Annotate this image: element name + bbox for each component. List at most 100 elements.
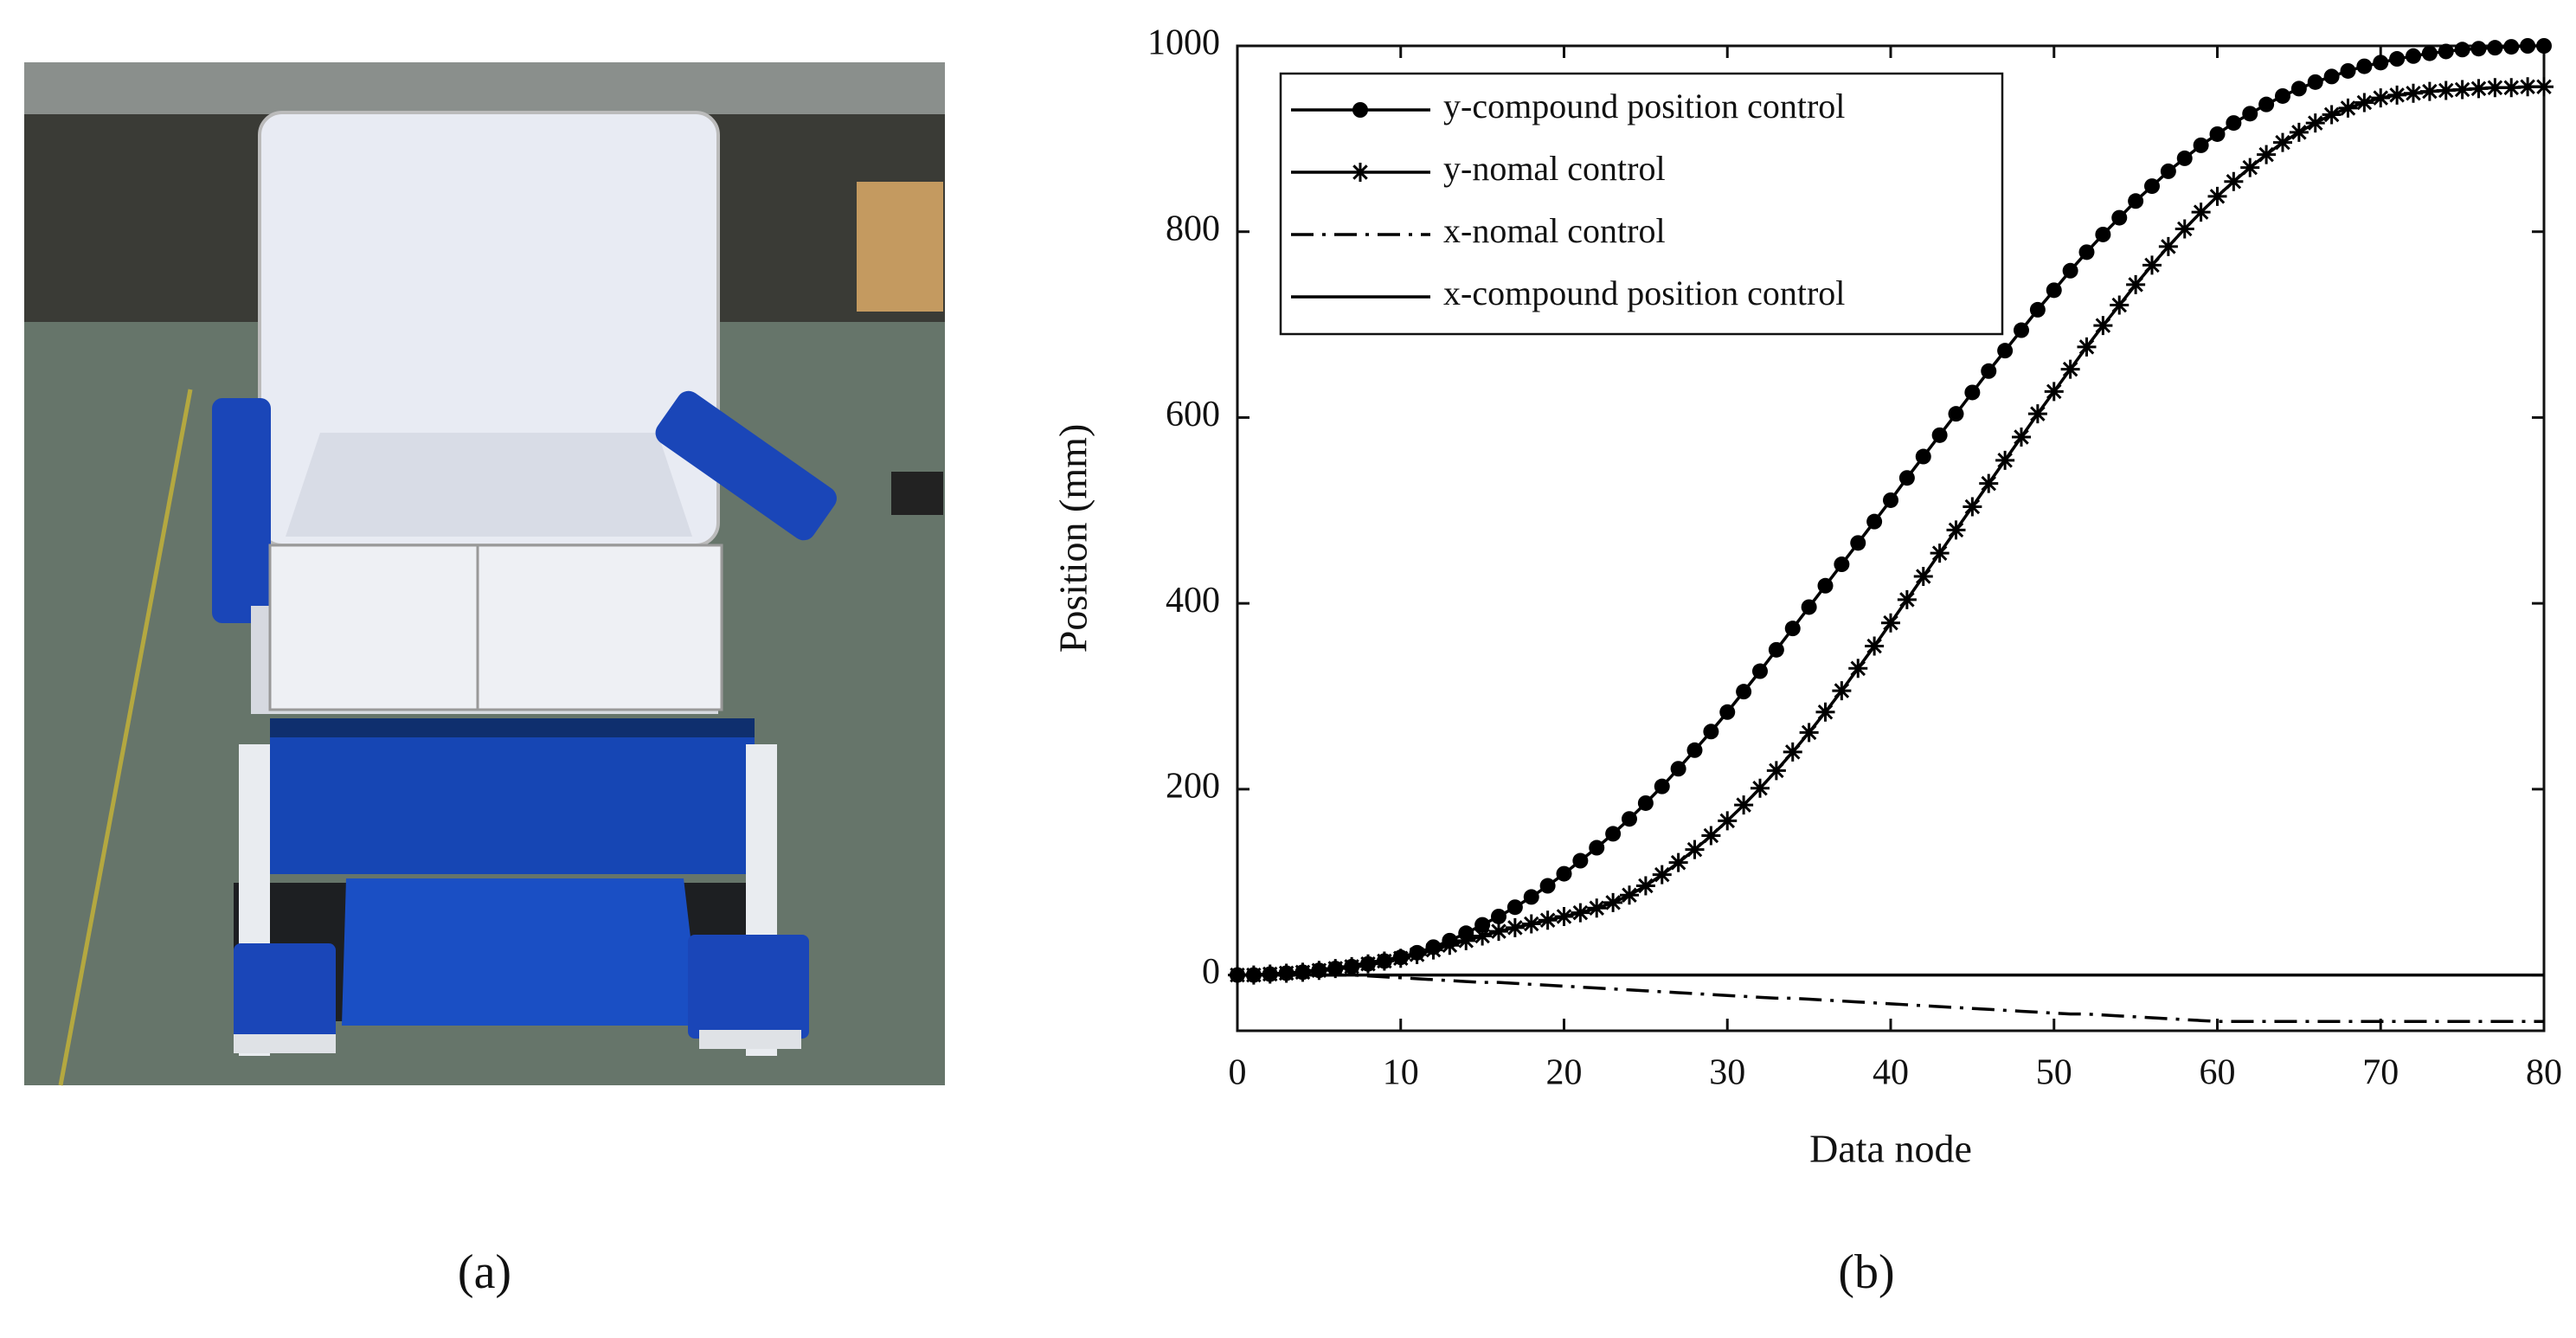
marker <box>2060 359 2080 379</box>
marker <box>2175 219 2194 239</box>
marker <box>1539 878 1556 894</box>
marker <box>1506 899 1523 916</box>
marker <box>2452 80 2472 100</box>
marker <box>1686 742 1703 758</box>
marker <box>1374 951 1394 971</box>
marker <box>1930 544 1950 563</box>
marker <box>2503 39 2520 55</box>
marker <box>1997 343 2014 359</box>
marker <box>1834 556 1850 573</box>
marker <box>2095 226 2111 242</box>
marker <box>1752 663 1768 679</box>
marker <box>2240 158 2260 177</box>
marker <box>1931 427 1948 443</box>
x-tick-label: 0 <box>1229 1053 1247 1093</box>
marker <box>1703 724 1719 740</box>
marker <box>2176 150 2193 166</box>
marker <box>2338 98 2358 118</box>
y-tick-label: 400 <box>1166 581 1220 621</box>
marker <box>2534 77 2554 97</box>
marker <box>2242 106 2258 122</box>
marker <box>2485 78 2505 98</box>
marker <box>1473 926 1493 946</box>
marker <box>2027 404 2047 424</box>
marker <box>1654 778 1670 794</box>
marker <box>1865 636 1885 656</box>
marker <box>2438 43 2454 60</box>
marker <box>1668 852 1688 872</box>
legend-marker <box>1352 102 1368 118</box>
marker <box>2406 48 2421 64</box>
caption-b: (b) <box>1838 1245 1894 1299</box>
y-tick-label: 600 <box>1166 395 1220 434</box>
marker <box>1768 641 1784 658</box>
x-tick-label: 80 <box>2526 1053 2562 1093</box>
marker <box>2029 301 2046 318</box>
marker <box>1637 794 1654 811</box>
marker <box>1491 908 1506 924</box>
x-tick-label: 30 <box>1709 1053 1745 1093</box>
marker <box>2144 178 2160 195</box>
marker <box>1489 922 1508 942</box>
marker <box>2454 42 2470 58</box>
marker <box>1718 811 1738 831</box>
marker <box>1523 889 1539 905</box>
marker <box>2093 316 2113 336</box>
y-tick-label: 1000 <box>1147 23 1220 63</box>
marker <box>2128 193 2144 209</box>
y-axis-title: Position (mm) <box>1051 424 1095 653</box>
marker <box>1979 473 1999 493</box>
marker <box>1603 892 1623 912</box>
marker <box>2207 186 2227 206</box>
marker <box>2387 85 2407 105</box>
marker <box>1326 959 1346 979</box>
marker <box>2275 87 2290 104</box>
marker <box>2389 51 2406 68</box>
marker <box>1981 363 1997 379</box>
marker <box>1866 513 1883 530</box>
marker <box>2518 77 2538 97</box>
marker <box>2044 382 2064 402</box>
marker <box>1276 963 1296 983</box>
marker <box>1605 826 1622 842</box>
marker <box>1784 621 1801 637</box>
marker <box>1736 684 1752 700</box>
legend-label: x-compound position control <box>1443 273 1845 312</box>
marker <box>1783 742 1802 762</box>
marker <box>1359 954 1378 974</box>
marker <box>1913 567 1933 587</box>
marker <box>2421 45 2438 61</box>
marker <box>2209 125 2226 142</box>
marker <box>1342 956 1362 976</box>
marker <box>2158 236 2178 256</box>
legend-label: y-compound position control <box>1443 87 1845 125</box>
marker <box>1521 914 1541 934</box>
marker <box>2046 282 2062 299</box>
marker <box>2436 80 2456 100</box>
x-axis-title: Data node <box>1809 1127 1972 1171</box>
marker <box>1407 944 1427 964</box>
marker <box>2078 244 2095 261</box>
x-tick-label: 70 <box>2362 1053 2399 1093</box>
marker <box>2520 38 2536 54</box>
marker <box>1850 535 1866 551</box>
marker <box>2062 262 2078 279</box>
caption-a: (a) <box>458 1245 511 1299</box>
marker <box>1571 903 1590 923</box>
marker <box>2012 427 2031 447</box>
marker <box>2470 41 2487 57</box>
marker <box>1995 450 2015 470</box>
series-line <box>1237 973 2544 1024</box>
marker <box>2014 322 2029 338</box>
legend-marker <box>1351 163 1370 182</box>
marker <box>2323 68 2340 85</box>
marker <box>1391 949 1410 968</box>
marker <box>1554 906 1574 926</box>
marker <box>2419 81 2439 101</box>
marker <box>2257 145 2277 164</box>
marker <box>1848 659 1868 679</box>
marker <box>1817 577 1834 594</box>
marker <box>2307 74 2323 90</box>
marker <box>1734 795 1754 815</box>
